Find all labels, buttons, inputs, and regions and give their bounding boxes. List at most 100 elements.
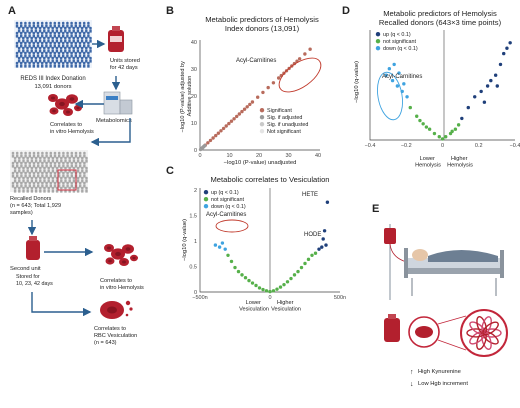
data-point xyxy=(324,243,328,247)
rbc-hemolysis-2-icon xyxy=(104,244,138,266)
data-point xyxy=(213,243,218,247)
x-tick-label: −0.4 xyxy=(365,143,376,149)
y-tick-label: 0.5 xyxy=(189,265,197,271)
data-point xyxy=(313,251,318,255)
data-point xyxy=(306,257,311,262)
panel-b-title-2: Index donors (13,091) xyxy=(225,24,300,33)
panel-e-legend: ↑ High Kynurenine ↓ Low Hgb increment xyxy=(410,369,468,388)
units-stored-text: Units stored for 42 days xyxy=(110,58,141,71)
down-arrow-icon: ↓ xyxy=(410,381,414,388)
data-point xyxy=(257,286,262,290)
legend-marker xyxy=(259,115,265,120)
index-donors-crowd-icon xyxy=(14,20,92,68)
data-point xyxy=(271,81,276,85)
data-point xyxy=(221,126,226,131)
data-point xyxy=(408,105,412,110)
data-point xyxy=(278,285,283,289)
panel-d-title-1: Metabolic predictors of Hemolysis xyxy=(383,9,497,18)
data-point xyxy=(203,143,207,148)
y-tick-label: 1.5 xyxy=(189,214,197,220)
y-tick-label: 10 xyxy=(191,121,197,127)
data-point xyxy=(229,259,234,264)
panel-d-letter: D xyxy=(342,5,350,17)
data-point xyxy=(502,51,506,56)
rbc-hemolysis-icon xyxy=(48,94,82,116)
panel-b-title-1: Metabolic predictors of Hemolysis xyxy=(205,15,319,24)
data-point xyxy=(233,265,237,270)
x-tick-label: 500n xyxy=(334,295,346,301)
data-point xyxy=(392,62,396,67)
data-point xyxy=(275,287,279,291)
mass-spectrometer-icon xyxy=(103,91,133,115)
legend-marker xyxy=(375,46,381,51)
panel-c-title: Metabolic correlates to Vesiculation xyxy=(210,175,329,184)
data-point xyxy=(320,245,324,249)
data-point xyxy=(395,84,400,88)
data-point xyxy=(402,82,406,86)
second-unit-label: Second unit xyxy=(10,266,41,272)
data-point xyxy=(325,200,330,204)
data-point xyxy=(242,107,247,111)
data-point xyxy=(261,90,265,95)
data-point xyxy=(223,247,227,251)
data-point xyxy=(292,273,297,277)
data-point xyxy=(232,117,236,121)
second-blood-bag-icon xyxy=(26,236,40,260)
legend-label: Sig. if unadjusted xyxy=(267,122,308,128)
x-tick-label: −0.2 xyxy=(401,143,412,149)
data-point xyxy=(299,265,304,270)
data-point xyxy=(495,84,499,88)
legend-marker xyxy=(259,122,265,127)
data-point xyxy=(224,124,228,128)
magnified-rbc-icon xyxy=(408,309,508,357)
x-tick-label: 0 xyxy=(198,153,201,159)
data-point xyxy=(254,283,258,288)
data-point xyxy=(211,136,215,140)
acyl-carnitine-ellipse-d xyxy=(377,71,403,121)
data-point xyxy=(482,100,487,104)
data-point xyxy=(498,62,503,67)
data-point xyxy=(310,253,314,257)
data-point xyxy=(485,84,490,88)
data-point xyxy=(303,261,307,266)
data-point xyxy=(460,116,464,121)
data-point xyxy=(297,57,302,61)
x-tick-label: 0.2 xyxy=(475,143,483,149)
legend-label: up (q < 0.1) xyxy=(211,190,239,196)
panel-c-lower: Lower Vesiculation xyxy=(239,300,269,313)
recalled-donors-text: Recalled Donors (n = 643; Total 1,929 sa… xyxy=(10,196,63,216)
blood-bag-kynurenine-icon xyxy=(384,314,400,342)
panel-d-higher: Higher Hemolysis xyxy=(447,156,473,169)
data-point xyxy=(437,135,441,139)
data-point xyxy=(505,46,509,50)
recalled-donors-crowd-icon xyxy=(10,150,88,193)
data-point xyxy=(227,121,231,126)
data-point xyxy=(317,247,321,251)
panel-e-letter: E xyxy=(372,203,379,215)
data-point xyxy=(226,253,230,257)
panel-a-letter: A xyxy=(8,5,16,17)
data-point xyxy=(456,123,461,127)
data-point xyxy=(387,67,392,71)
blood-bag-icon xyxy=(108,26,124,52)
x-tick-label: 0 xyxy=(268,295,271,301)
legend-marker xyxy=(259,129,265,134)
x-tick-label: 0 xyxy=(441,143,444,149)
data-point xyxy=(418,118,422,123)
rbc-vesiculation-icon xyxy=(100,300,133,319)
panel-c-annotation-hode: HODE xyxy=(304,232,321,238)
correlates-hemolysis-text: Correlates to in vitro Hemolysis xyxy=(50,122,94,135)
data-point xyxy=(322,229,327,233)
panel-d-annotation: Acyl-Carnitines xyxy=(382,74,422,80)
data-point xyxy=(237,112,242,116)
panel-a-flow-arrows xyxy=(27,39,131,317)
data-point xyxy=(421,122,425,126)
data-point xyxy=(444,135,448,139)
data-point xyxy=(453,127,458,131)
data-point xyxy=(508,41,512,45)
x-tick-label: 20 xyxy=(256,153,262,159)
data-point xyxy=(220,241,225,245)
legend-marker xyxy=(203,204,209,209)
panel-d-title-2: Recalled donors (643×3 time points) xyxy=(379,18,502,27)
